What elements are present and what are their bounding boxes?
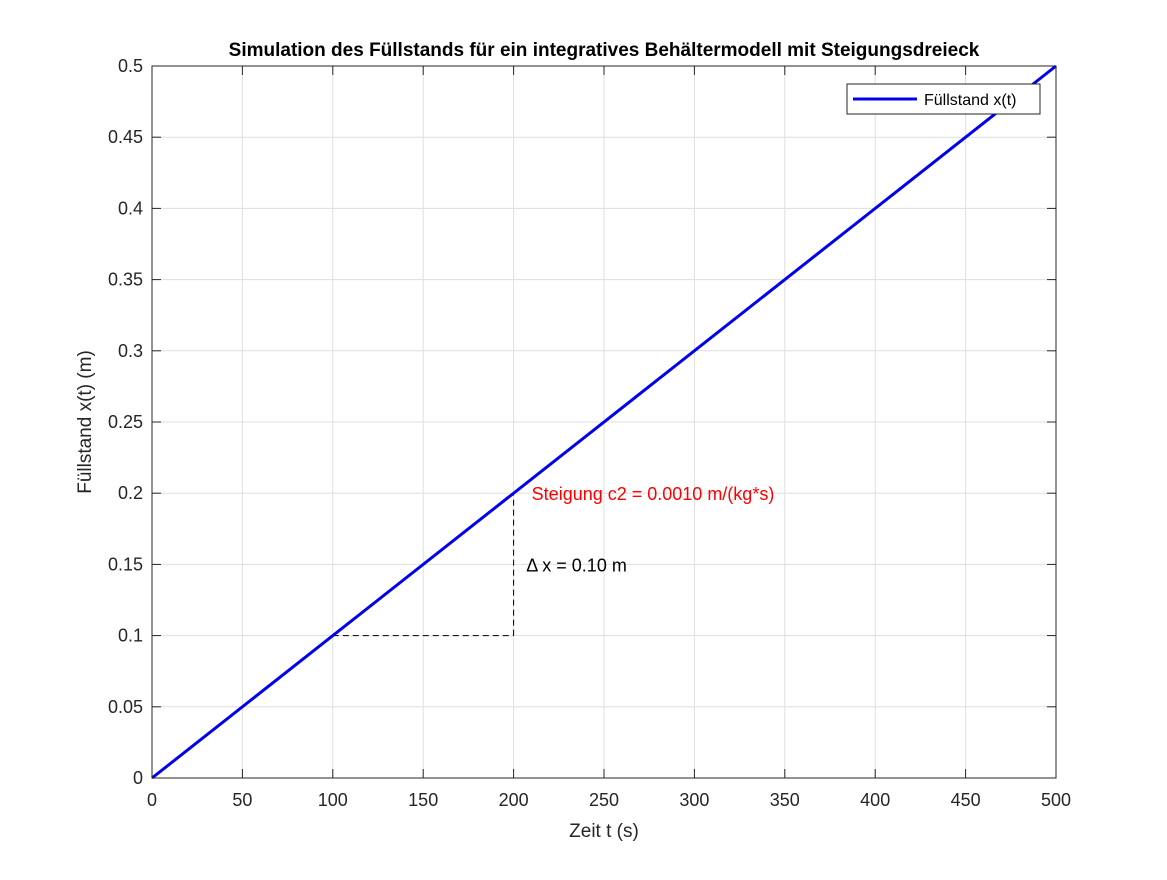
y-tick-labels: 0 0.05 0.1 0.15 0.2 0.25 0.3 0.35 0.4 0.45 0.5 bbox=[108, 56, 143, 788]
slope-triangle bbox=[332, 493, 515, 637]
series-group bbox=[151, 64, 1057, 780]
annotation-text: Δ x = 0.10 m bbox=[526, 555, 627, 575]
y-tick-label: 0.5 bbox=[118, 56, 143, 76]
y-tick-label: 0.45 bbox=[108, 127, 143, 147]
legend: Füllstand x(t) bbox=[846, 83, 1041, 115]
tick-marks bbox=[151, 65, 1057, 779]
y-tick-label: 0.15 bbox=[108, 554, 143, 574]
chart-title: Simulation des Füllstands für ein integr… bbox=[229, 40, 980, 61]
y-tick-label: 0.05 bbox=[108, 697, 143, 717]
y-tick-label: 0 bbox=[133, 768, 143, 788]
x-tick-label: 0 bbox=[147, 790, 157, 810]
y-tick-label: 0.1 bbox=[118, 626, 143, 646]
x-tick-label: 350 bbox=[770, 790, 800, 810]
x-tick-label: 200 bbox=[499, 790, 529, 810]
y-tick-label: 0.2 bbox=[118, 483, 143, 503]
x-tick-label: 450 bbox=[951, 790, 981, 810]
series-line bbox=[151, 64, 1057, 780]
y-tick-label: 0.35 bbox=[108, 270, 143, 290]
x-tick-label: 100 bbox=[318, 790, 348, 810]
x-axis-label: Zeit t (s) bbox=[569, 821, 639, 842]
annotation-text: Steigung c2 = 0.0010 m/(kg*s) bbox=[532, 484, 775, 504]
x-tick-label: 300 bbox=[679, 790, 709, 810]
y-tick-label: 0.25 bbox=[108, 412, 143, 432]
x-tick-label: 500 bbox=[1041, 790, 1071, 810]
annotations: Steigung c2 = 0.0010 m/(kg*s) Δ x = 0.10 … bbox=[526, 484, 774, 575]
x-tick-label: 50 bbox=[232, 790, 252, 810]
y-axis-label: Füllstand x(t) (m) bbox=[75, 350, 96, 494]
y-tick-label: 0.4 bbox=[118, 198, 143, 218]
legend-label: Füllstand x(t) bbox=[924, 92, 1016, 109]
x-tick-label: 250 bbox=[589, 790, 619, 810]
y-tick-label: 0.3 bbox=[118, 341, 143, 361]
x-tick-label: 400 bbox=[860, 790, 890, 810]
x-tick-labels: 0 50 100 150 200 250 300 350 400 450 500 bbox=[147, 790, 1071, 810]
x-tick-label: 150 bbox=[408, 790, 438, 810]
